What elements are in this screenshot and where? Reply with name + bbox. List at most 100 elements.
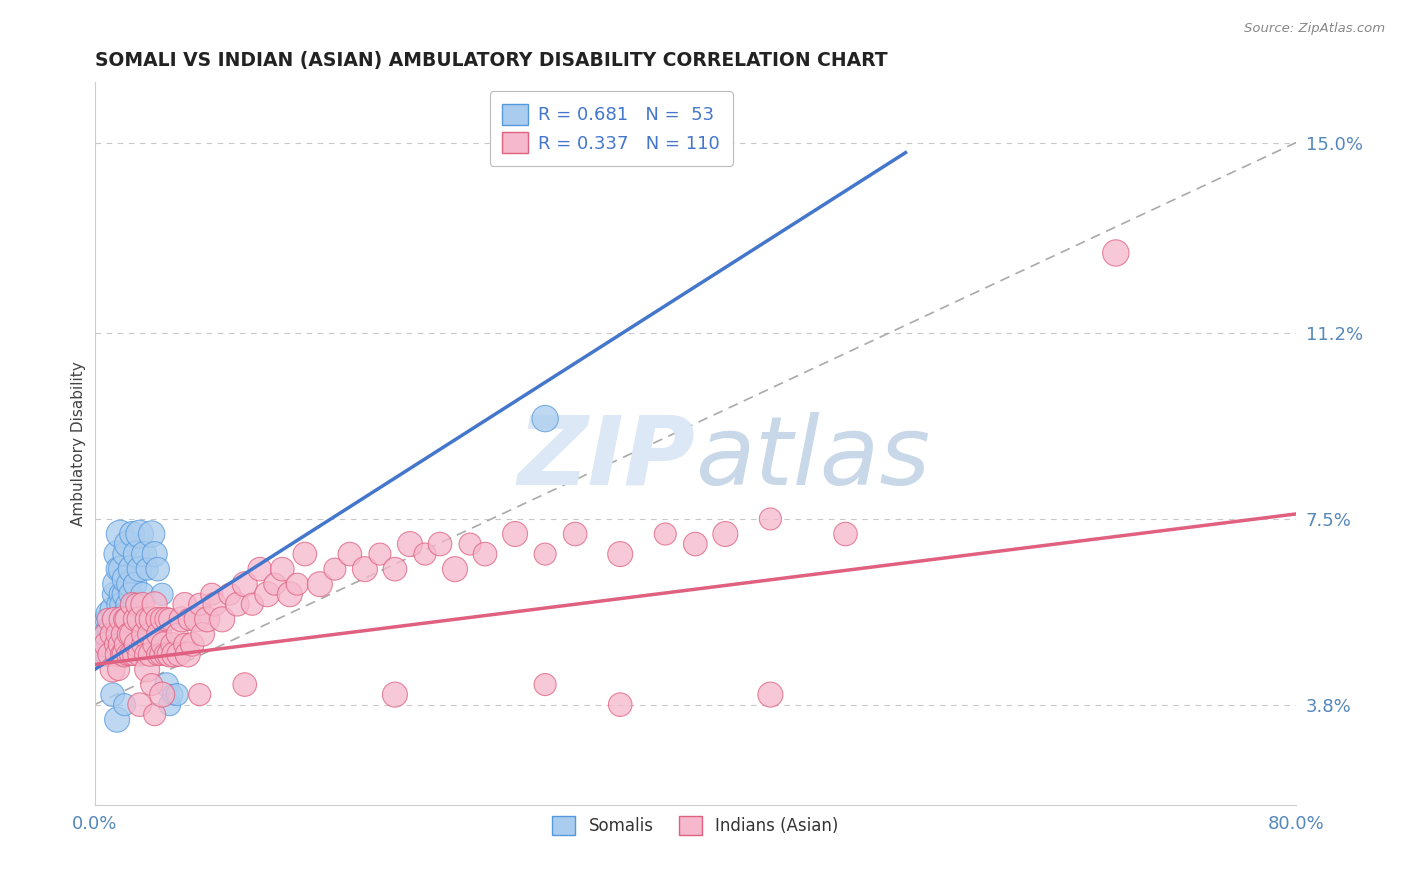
Point (91, 637, 114, 651)
Point (204, 597, 226, 611)
Point (136, 612, 159, 626)
Point (136, 663, 159, 677)
Point (122, 597, 145, 611)
Point (368, 547, 391, 561)
Point (714, 527, 737, 541)
Point (150, 688, 173, 702)
Point (114, 587, 136, 601)
Point (107, 597, 129, 611)
Point (150, 612, 173, 626)
Point (141, 527, 163, 541)
Point (97, 623, 120, 637)
Point (98, 648, 121, 662)
Point (97, 612, 120, 626)
Point (759, 512, 782, 526)
Point (654, 527, 676, 541)
Point (256, 587, 278, 601)
Point (399, 537, 422, 551)
Point (118, 577, 141, 591)
Point (173, 637, 195, 651)
Point (384, 562, 406, 576)
Point (114, 698, 136, 712)
Point (141, 677, 163, 691)
Point (413, 547, 436, 561)
Point (139, 648, 162, 662)
Point (114, 612, 136, 626)
Point (458, 537, 481, 551)
Point (271, 562, 294, 576)
Point (101, 663, 124, 677)
Point (191, 627, 214, 641)
Point (186, 612, 208, 626)
Point (128, 562, 150, 576)
Point (94, 627, 117, 641)
Point (474, 547, 496, 561)
Point (285, 577, 308, 591)
Point (121, 597, 143, 611)
Point (263, 577, 285, 591)
Point (112, 607, 135, 622)
Point (112, 627, 135, 641)
Point (110, 597, 132, 611)
Point (114, 547, 136, 561)
Point (167, 648, 190, 662)
Point (166, 627, 188, 641)
Point (534, 547, 557, 561)
Point (173, 597, 195, 611)
Point (135, 648, 157, 662)
Point (156, 677, 179, 691)
Text: SOMALI VS INDIAN (ASIAN) AMBULATORY DISABILITY CORRELATION CHART: SOMALI VS INDIAN (ASIAN) AMBULATORY DISA… (94, 51, 887, 70)
Point (534, 411, 557, 425)
Point (117, 537, 139, 551)
Point (131, 587, 153, 601)
Point (120, 648, 142, 662)
Point (609, 547, 631, 561)
Point (96, 648, 118, 662)
Text: ZIP: ZIP (517, 411, 696, 505)
Point (146, 612, 169, 626)
Point (121, 527, 143, 541)
Point (96, 637, 118, 651)
Point (101, 648, 124, 662)
Point (93, 627, 115, 641)
Point (125, 597, 148, 611)
Point (134, 627, 156, 641)
Point (218, 587, 240, 601)
Point (131, 637, 153, 651)
Point (159, 612, 181, 626)
Point (108, 527, 131, 541)
Point (384, 688, 406, 702)
Point (134, 547, 156, 561)
Point (354, 562, 377, 576)
Point (100, 627, 122, 641)
Point (534, 677, 557, 691)
Point (98, 637, 121, 651)
Point (339, 547, 361, 561)
Point (233, 577, 256, 591)
Point (162, 637, 184, 651)
Point (146, 562, 169, 576)
Point (108, 587, 131, 601)
Point (181, 637, 204, 651)
Point (110, 648, 132, 662)
Point (118, 612, 141, 626)
Point (115, 572, 138, 586)
Point (278, 587, 301, 601)
Point (308, 577, 330, 591)
Point (117, 612, 139, 626)
Point (124, 612, 146, 626)
Point (162, 688, 184, 702)
Point (114, 648, 136, 662)
Point (240, 597, 263, 611)
Point (124, 577, 146, 591)
Point (105, 547, 128, 561)
Point (94, 612, 117, 626)
Text: Source: ZipAtlas.com: Source: ZipAtlas.com (1244, 22, 1385, 36)
Point (117, 648, 139, 662)
Point (176, 648, 198, 662)
Point (105, 648, 128, 662)
Point (122, 648, 145, 662)
Point (103, 587, 125, 601)
Point (170, 612, 193, 626)
Point (163, 648, 186, 662)
